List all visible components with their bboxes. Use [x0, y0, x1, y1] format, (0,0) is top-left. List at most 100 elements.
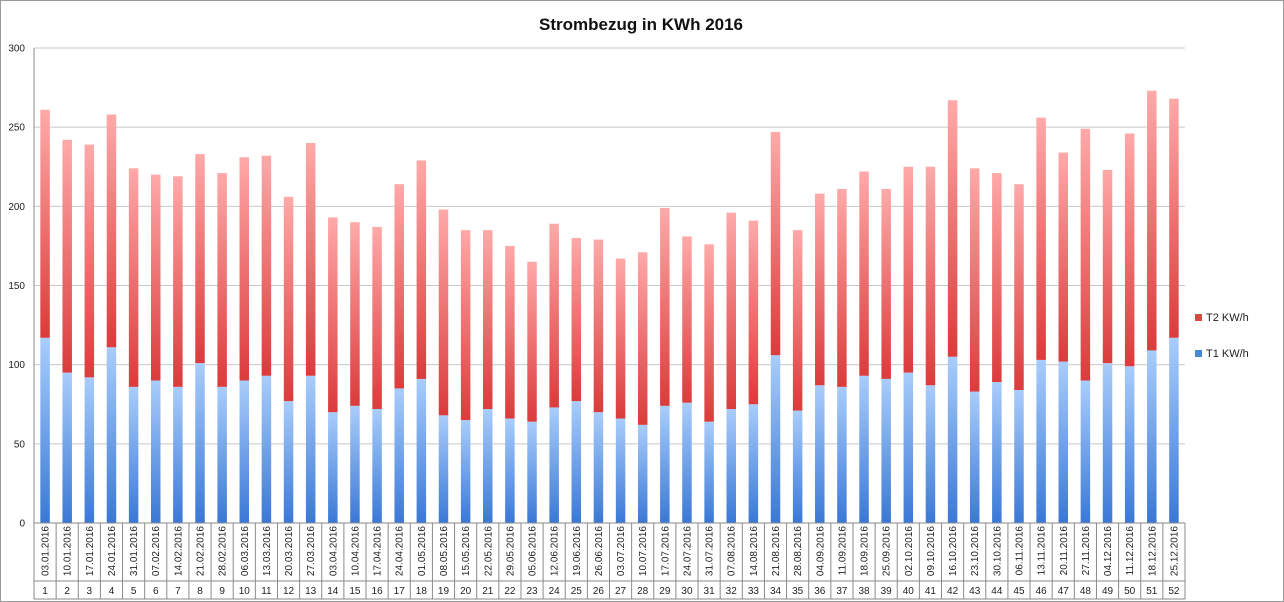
x-tick-label: 24.01.2016	[107, 526, 118, 576]
bar-t2	[748, 220, 759, 405]
legend-label-t1: T1 KW/h	[1206, 348, 1249, 360]
bar-t1	[925, 385, 936, 523]
week-number-label: 24	[549, 586, 561, 597]
y-tick-label: 150	[8, 281, 25, 292]
bar-t2	[195, 154, 205, 364]
legend-swatch-t1	[1195, 350, 1202, 357]
week-number-label: 26	[593, 586, 605, 597]
bar-t2	[1036, 117, 1046, 360]
bar-t1	[593, 412, 604, 523]
x-tick-label: 07.02.2016	[151, 526, 162, 576]
bar-t1	[150, 380, 161, 523]
x-tick-label: 13.11.2016	[1037, 526, 1048, 576]
week-number-label: 46	[1036, 586, 1048, 597]
week-number-label: 4	[109, 586, 115, 597]
x-tick-label: 02.10.2016	[904, 526, 915, 576]
bar-t1	[748, 404, 759, 523]
bar-t1	[571, 401, 582, 523]
week-number-label: 12	[283, 586, 295, 597]
bar-t2	[40, 109, 50, 338]
x-tick-label: 11.09.2016	[837, 526, 848, 576]
bar-t2	[859, 171, 869, 376]
bar-t2	[173, 176, 183, 387]
week-number-label: 14	[327, 586, 339, 597]
week-number-label: 2	[64, 586, 70, 597]
week-number-label: 48	[1080, 586, 1092, 597]
bar-t1	[903, 372, 914, 523]
bar-t1	[1102, 363, 1113, 523]
bar-t1	[460, 420, 471, 523]
bar-t2	[1169, 98, 1179, 338]
x-tick-label: 25.12.2016	[1169, 526, 1180, 576]
week-number-label: 20	[460, 586, 472, 597]
week-number-label: 51	[1146, 586, 1158, 597]
x-tick-label: 15.05.2016	[461, 526, 472, 576]
week-number-label: 1	[42, 586, 48, 597]
bar-t1	[527, 421, 537, 523]
bar-t2	[527, 261, 537, 422]
x-tick-label: 03.07.2016	[616, 526, 627, 576]
x-tick-label: 01.05.2016	[417, 526, 428, 576]
week-number-label: 33	[748, 586, 760, 597]
x-tick-label: 26.06.2016	[594, 526, 605, 576]
x-tick-label: 20.03.2016	[284, 526, 295, 576]
y-tick-label: 50	[14, 439, 26, 450]
bar-t2	[837, 188, 847, 387]
week-number-label: 39	[881, 586, 893, 597]
x-tick-label: 10.04.2016	[350, 526, 361, 576]
legend-swatch-t2	[1195, 314, 1202, 321]
week-number-label: 7	[175, 586, 181, 597]
legend: T2 KW/h T1 KW/h	[1195, 312, 1249, 360]
week-number-label: 25	[571, 586, 583, 597]
week-number-label: 30	[681, 586, 693, 597]
x-tick-label: 04.09.2016	[815, 526, 826, 576]
week-number-label: 40	[903, 586, 915, 597]
bar-t1	[173, 386, 183, 523]
bar-t1	[1147, 350, 1157, 523]
bar-t2	[128, 168, 139, 387]
x-tick-label: 31.01.2016	[129, 526, 140, 576]
x-tick-label: 06.11.2016	[1014, 526, 1025, 576]
y-axis-ticks: 0 50 100 150 200 250 300	[8, 44, 25, 530]
week-number-label: 17	[394, 586, 406, 597]
week-number-label: 3	[87, 586, 93, 597]
x-tick-label: 05.06.2016	[528, 526, 539, 576]
bar-t1	[792, 410, 803, 523]
week-number-label: 34	[770, 586, 782, 597]
bar-t2	[305, 143, 316, 376]
bar-t2	[1147, 90, 1157, 351]
bar-t1	[881, 378, 891, 523]
week-number-label: 31	[704, 586, 716, 597]
bar-t1	[992, 382, 1002, 523]
x-tick-label: 23.10.2016	[970, 526, 981, 576]
bar-t2	[549, 223, 559, 408]
week-number-label: 19	[438, 586, 450, 597]
x-tick-label: 10.07.2016	[638, 526, 649, 576]
bar-t1	[969, 391, 980, 523]
bar-t1	[1169, 337, 1179, 523]
week-number-label: 32	[726, 586, 738, 597]
bar-t2	[660, 207, 670, 406]
bar-t2	[1058, 152, 1069, 362]
bar-t2	[283, 196, 294, 402]
week-number-label: 13	[305, 586, 317, 597]
x-tick-label: 25.09.2016	[882, 526, 893, 576]
x-tick-label: 10.01.2016	[63, 526, 74, 576]
chart-title: Strombezug in KWh 2016	[539, 15, 743, 34]
week-number-label: 43	[969, 586, 981, 597]
bar-t2	[106, 114, 117, 348]
bar-t1	[682, 402, 692, 523]
bar-t2	[947, 100, 958, 357]
week-number-label: 23	[526, 586, 538, 597]
bar-t2	[726, 212, 736, 409]
bar-t2	[571, 238, 582, 402]
bar-t1	[40, 337, 50, 523]
bar-t1	[305, 375, 316, 523]
week-number-label: 52	[1168, 586, 1180, 597]
x-tick-label: 21.02.2016	[196, 526, 207, 576]
bar-t1	[350, 405, 360, 523]
x-tick-label: 17.04.2016	[373, 526, 384, 576]
bar-t1	[859, 375, 869, 523]
bar-t1	[372, 409, 382, 523]
